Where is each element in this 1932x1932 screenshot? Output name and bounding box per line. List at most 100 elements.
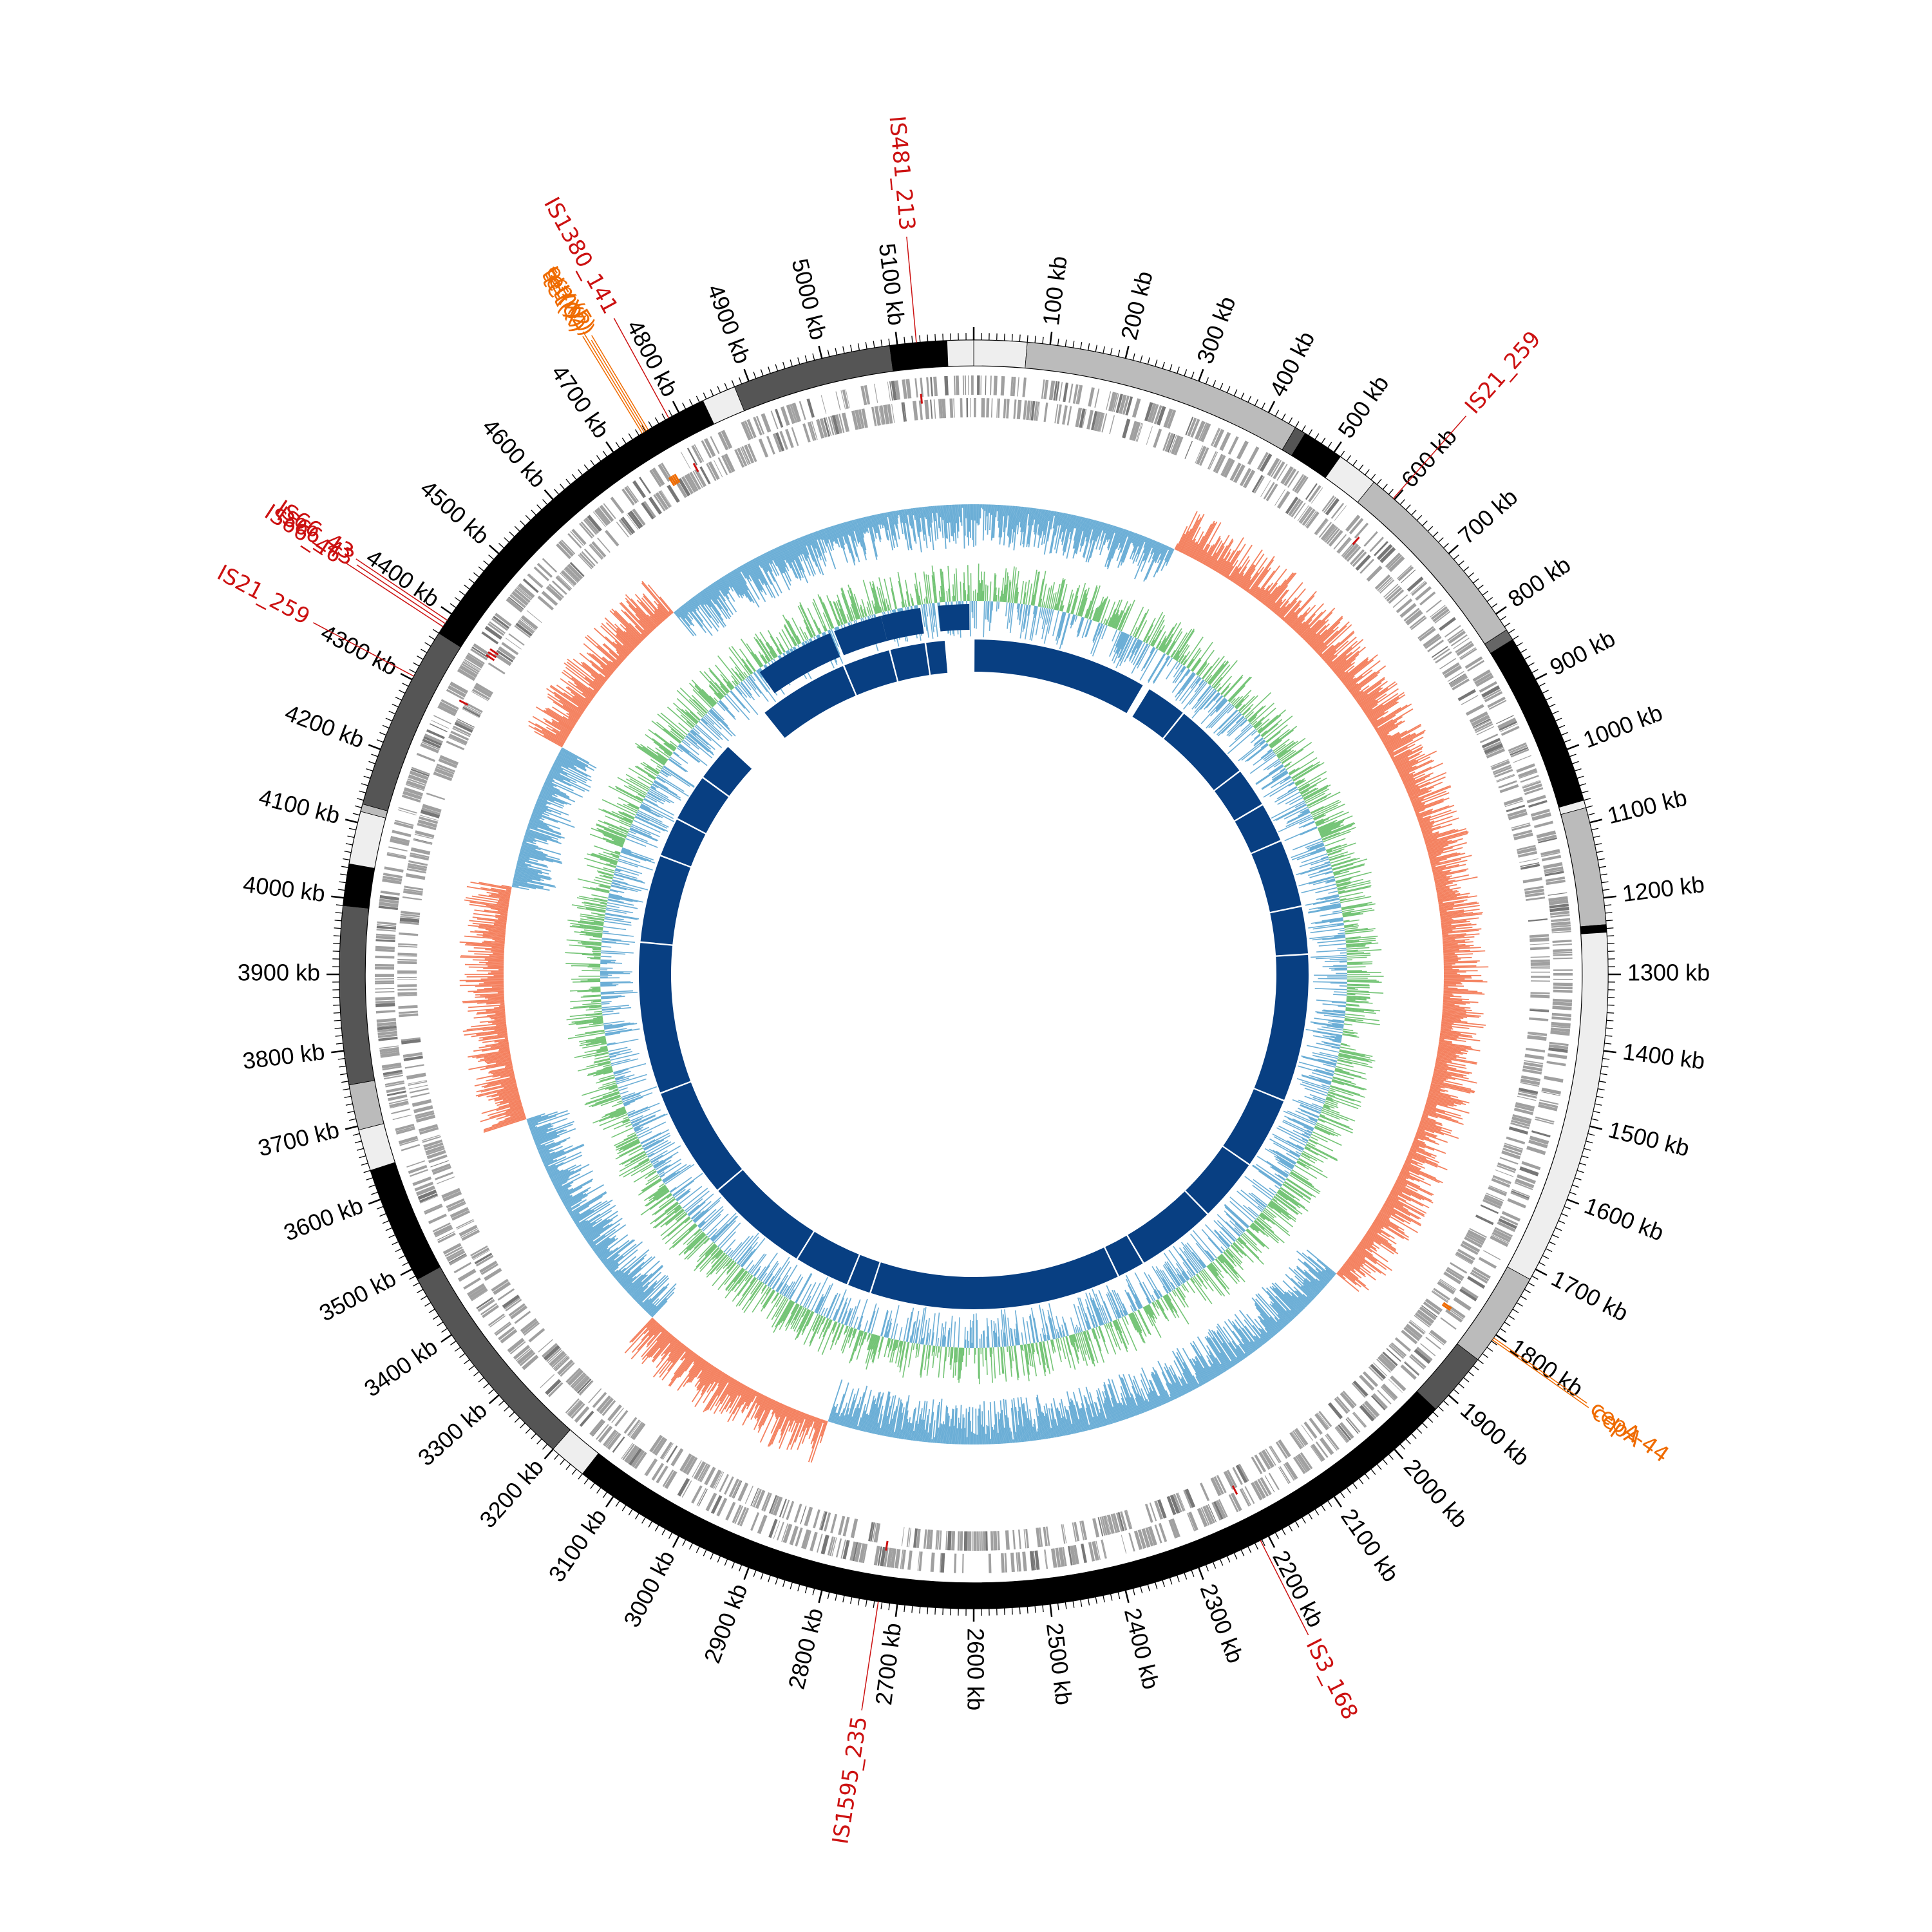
minor-tick (571, 473, 577, 480)
gc-skew-bar (1338, 1270, 1357, 1285)
gc-skew-bar (1388, 739, 1414, 753)
minor-tick (1472, 578, 1479, 584)
gc-skew-bar (1315, 1268, 1331, 1282)
cds-feature (1350, 549, 1365, 565)
gc-skew-bar (1290, 1309, 1297, 1317)
minor-tick (731, 380, 735, 387)
cds-feature (1017, 1552, 1021, 1572)
cds-feature (618, 519, 632, 536)
cds-feature (1261, 1449, 1274, 1468)
gc-skew-bar (1443, 965, 1477, 967)
gc-skew-bar (630, 1325, 662, 1359)
gc-skew-bar (1327, 655, 1338, 665)
gc-skew-bar (1202, 545, 1213, 564)
gc-skew-bar (1072, 516, 1081, 549)
cds-feature (1419, 1306, 1437, 1321)
gc-skew-bar (1169, 1396, 1173, 1401)
cds-feature (807, 422, 815, 441)
minor-tick (1282, 413, 1286, 421)
gc-skew-bar (1095, 522, 1104, 550)
cds-feature (661, 489, 672, 507)
gc-skew-bar (1402, 762, 1443, 782)
cds-feature (1275, 1441, 1288, 1459)
gc-skew-bar (851, 1396, 862, 1429)
cds-feature (1094, 411, 1101, 431)
gc-skew-bar (1106, 524, 1112, 540)
cds-feature (1213, 1501, 1224, 1520)
gc-skew-bar (1173, 1374, 1185, 1396)
gc-skew-bar (1383, 723, 1421, 746)
major-tick (1495, 606, 1507, 615)
gc-content-bar (998, 587, 999, 602)
cds-feature (382, 1065, 402, 1071)
gc-skew-bar (1332, 659, 1347, 672)
gc-skew-bar (1242, 576, 1252, 589)
minor-tick (464, 1359, 470, 1365)
gc-skew-bar (1206, 1336, 1229, 1370)
cds-feature (435, 1171, 454, 1180)
gc-skew-bar (1152, 1367, 1170, 1403)
minor-tick (385, 1227, 393, 1231)
gc-skew-bar (1133, 533, 1139, 547)
gc-skew-bar (585, 1227, 603, 1240)
gc-skew-bar (1325, 1267, 1335, 1276)
gc-skew-bar (1406, 1156, 1413, 1160)
minor-tick (1065, 1602, 1067, 1609)
cds-feature (1190, 419, 1200, 438)
gc-skew-bar (1431, 1081, 1475, 1092)
cds-feature (851, 410, 858, 430)
gc-skew-bar (1122, 532, 1135, 563)
gc-skew-bar (895, 1402, 903, 1439)
minor-tick (1596, 1095, 1604, 1099)
minor-tick (459, 1353, 466, 1358)
gc-skew-bar (1202, 544, 1215, 565)
cds-feature (1522, 877, 1542, 884)
gc-skew-bar (992, 504, 995, 538)
gc-skew-bar (1367, 696, 1399, 719)
cds-feature (967, 1531, 972, 1551)
cds-feature (601, 1399, 616, 1416)
cds-feature (545, 585, 563, 601)
minor-tick (565, 1464, 571, 1470)
gc-skew-bar (759, 1395, 765, 1406)
gc-skew-bar (1253, 1341, 1260, 1349)
gc-skew-bar (767, 1405, 787, 1447)
gc-skew-bar (1443, 992, 1485, 995)
gc-skew-bar (1121, 1397, 1130, 1419)
minor-tick (1382, 1459, 1388, 1465)
gc-skew-bar (1340, 1267, 1369, 1291)
cds-feature (903, 402, 907, 422)
cds-feature (1502, 1148, 1522, 1156)
minor-tick (1561, 732, 1568, 736)
cds-feature (1088, 1542, 1095, 1562)
gc-skew-bar (645, 1303, 653, 1312)
gc-skew-bar (1104, 524, 1109, 534)
cds-feature (835, 1538, 842, 1558)
gc-skew-bar (1443, 945, 1474, 948)
major-tick (544, 489, 554, 500)
cds-feature (907, 1550, 913, 1570)
cds-feature (558, 540, 574, 557)
major-tick (1267, 401, 1276, 413)
minor-tick (560, 484, 565, 490)
cds-feature (426, 729, 445, 739)
gc-skew-bar (713, 1378, 735, 1414)
minor-tick (668, 1532, 673, 1539)
gc-skew-bar (829, 1406, 837, 1423)
cds-feature (750, 1512, 760, 1531)
gc-skew-bar (693, 1356, 700, 1365)
minor-tick (1352, 1482, 1358, 1489)
gc-skew-bar (1443, 943, 1466, 947)
cds-feature (376, 929, 396, 932)
gc-skew-bar (1332, 646, 1361, 671)
cds-feature (1469, 711, 1488, 723)
cds-feature (938, 1530, 941, 1550)
minor-tick (849, 345, 853, 352)
gc-skew-bar (1431, 1079, 1472, 1090)
gc-skew-bar (1044, 1416, 1049, 1439)
minor-tick (1254, 399, 1258, 406)
gc-skew-bar (1012, 506, 1017, 543)
gc-skew-bar (1343, 659, 1374, 685)
gc-skew-bar (1437, 1054, 1457, 1059)
